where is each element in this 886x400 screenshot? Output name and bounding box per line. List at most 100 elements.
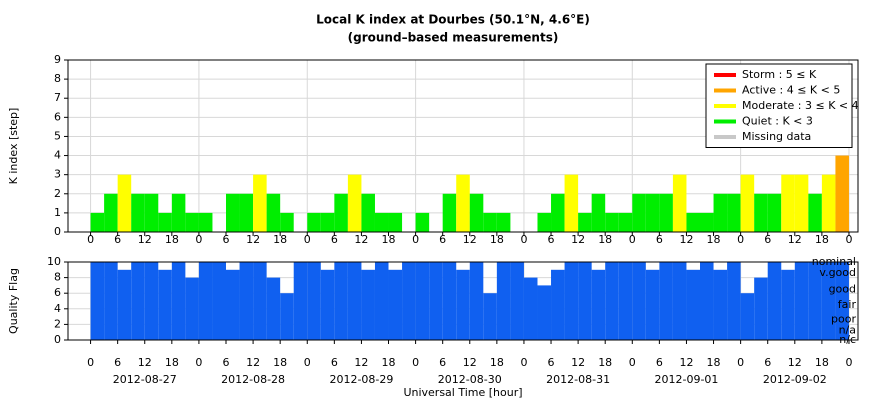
bar	[835, 155, 849, 232]
y2-tick-label: n/c	[839, 333, 856, 346]
legend-label: Storm : 5 ≤ K	[742, 68, 817, 81]
bar	[632, 193, 646, 232]
date-label: 2012-08-27	[113, 373, 177, 386]
y-tick-label: 5	[54, 129, 61, 142]
x-tick-label: 6	[114, 233, 121, 246]
date-label: 2012-09-02	[763, 373, 827, 386]
bar	[564, 262, 579, 340]
y-tick-label: 9	[54, 53, 61, 66]
x-tick-label: 6	[223, 356, 230, 369]
bar	[198, 212, 213, 232]
x-tick-label: 18	[273, 233, 287, 246]
date-label: 2012-08-30	[438, 373, 502, 386]
y-tick-label: 8	[54, 72, 61, 85]
x-tick-label: 18	[382, 356, 396, 369]
y-tick-label: 10	[47, 255, 61, 268]
x-tick-label: 0	[412, 233, 419, 246]
x-tick-label: 12	[679, 233, 693, 246]
x-tick-label: 6	[656, 233, 663, 246]
bar	[185, 277, 199, 340]
legend-label: Active : 4 ≤ K < 5	[742, 84, 840, 97]
bar	[144, 193, 159, 232]
x-tick-label: 18	[165, 233, 179, 246]
bar	[645, 269, 660, 340]
y-tick-label: 1	[54, 206, 61, 219]
bar	[618, 262, 633, 340]
y2-tick-label: nominal	[812, 255, 856, 268]
y-tick-label: 4	[54, 302, 61, 315]
x-tick-label: 12	[138, 356, 152, 369]
x-tick-label: 0	[845, 356, 852, 369]
x-tick-label: 12	[354, 233, 368, 246]
bar	[347, 174, 362, 232]
bar	[781, 174, 795, 232]
bar	[185, 212, 199, 232]
x-axis-label: Universal Time [hour]	[403, 386, 522, 399]
bar	[104, 262, 118, 340]
bar	[429, 262, 443, 340]
y-tick-label: 2	[54, 187, 61, 200]
bar	[361, 269, 375, 340]
bar	[442, 193, 457, 232]
bar	[415, 262, 430, 340]
bar	[334, 262, 348, 340]
bar	[618, 212, 633, 232]
x-tick-label: 12	[463, 356, 477, 369]
x-tick-label: 12	[571, 356, 585, 369]
bar	[239, 262, 254, 340]
bar	[361, 193, 375, 232]
bar	[794, 262, 809, 340]
bar	[307, 262, 321, 340]
x-tick-label: 6	[331, 356, 338, 369]
plot-frame	[67, 59, 859, 233]
bar	[564, 174, 579, 232]
x-tick-label: 6	[764, 356, 771, 369]
bar	[578, 262, 592, 340]
bar	[537, 212, 552, 232]
bar	[551, 269, 565, 340]
bar	[374, 212, 389, 232]
x-tick-label: 12	[788, 356, 802, 369]
x-tick-label: 12	[354, 356, 368, 369]
bar	[740, 174, 755, 232]
x-tick-label: 6	[114, 356, 121, 369]
y-tick-label: 6	[54, 286, 61, 299]
x-tick-label: 6	[764, 233, 771, 246]
bar	[90, 212, 105, 232]
bar	[700, 262, 714, 340]
bar	[483, 293, 497, 340]
plot-frame	[67, 261, 859, 341]
x-tick-label: 0	[87, 356, 94, 369]
bar	[835, 262, 849, 340]
bar	[740, 293, 755, 340]
bar	[131, 262, 145, 340]
bar	[266, 277, 281, 340]
y-tick-label: 3	[54, 168, 61, 181]
legend-label: Quiet : K < 3	[742, 115, 813, 128]
x-tick-label: 18	[707, 356, 721, 369]
x-tick-label: 18	[815, 356, 829, 369]
x-tick-label: 0	[629, 233, 636, 246]
x-tick-label: 0	[195, 233, 202, 246]
bar	[239, 193, 254, 232]
chart-title: Local K index at Dourbes (50.1°N, 4.6°E)	[316, 13, 590, 27]
x-tick-label: 6	[656, 356, 663, 369]
bar	[767, 262, 782, 340]
bar	[551, 193, 565, 232]
x-tick-label: 0	[629, 356, 636, 369]
bar	[605, 212, 619, 232]
y-tick-label: 7	[54, 91, 61, 104]
bar	[808, 193, 822, 232]
x-tick-label: 18	[490, 356, 504, 369]
y2-tick-label: good	[829, 282, 856, 295]
legend-label: Moderate : 3 ≤ K < 4	[742, 99, 859, 112]
x-tick-label: 6	[331, 233, 338, 246]
bar	[686, 212, 700, 232]
bar	[171, 262, 186, 340]
y-tick-label: 0	[54, 225, 61, 238]
x-tick-label: 0	[87, 233, 94, 246]
bar	[171, 193, 186, 232]
bar	[672, 174, 687, 232]
x-tick-label: 0	[304, 356, 311, 369]
x-tick-label: 12	[571, 233, 585, 246]
